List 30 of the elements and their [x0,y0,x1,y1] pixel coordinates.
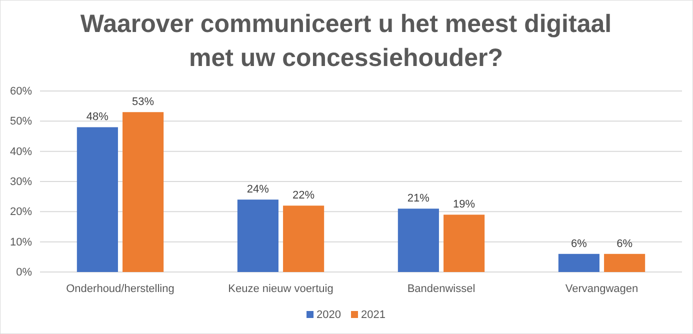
data-label: 19% [453,198,476,211]
y-tick-label: 60% [10,86,32,98]
bar [283,206,324,272]
chart-title: Waarover communiceert u het meest digitaal met uw concessiehouder? [80,10,612,72]
y-tick-label: 10% [10,236,32,248]
y-tick-label: 50% [10,116,32,128]
data-label: 53% [132,96,154,108]
y-tick-label: 30% [10,176,32,188]
bar [398,208,439,272]
bar [604,254,646,272]
bar [76,127,118,272]
legend-label: 2021 [361,309,386,321]
y-tick-label: 0% [16,266,32,279]
data-label: 24% [246,184,270,196]
bar [558,254,600,272]
bar [444,214,485,272]
legend-label: 2020 [316,309,341,321]
data-label: 22% [292,190,315,202]
data-label: 6% [570,238,588,250]
bar [237,200,278,272]
x-tick-label: Onderhoud/herstelling [66,282,174,295]
bar [122,112,164,272]
data-label: 48% [86,111,109,124]
data-label: 21% [407,192,430,205]
data-label: 6% [616,238,633,250]
x-tick-label: Vervangwagen [565,282,638,295]
x-tick-label: Keuze nieuw voertuig [228,282,334,295]
y-tick-label: 40% [10,146,32,158]
x-tick-label: Bandenwissel [407,282,476,295]
y-tick-label: 20% [10,206,32,218]
